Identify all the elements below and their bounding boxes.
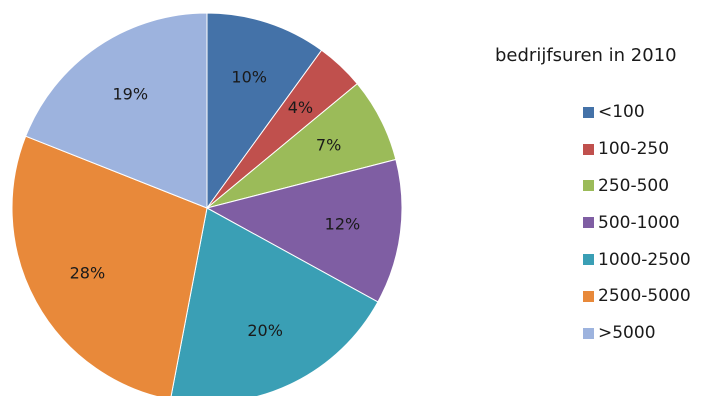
legend-label: 2500-5000 (598, 286, 691, 307)
slice-label-1: 4% (288, 98, 313, 117)
slice-label-4: 20% (247, 321, 283, 340)
legend-swatch (583, 254, 594, 266)
slice-label-2: 7% (316, 136, 341, 155)
legend-swatch (583, 180, 594, 192)
legend-swatch (583, 217, 594, 229)
legend: <100 100-250 250-500 500-1000 1000-2500 … (583, 94, 691, 352)
legend-item-2500-5000: 2500-5000 (583, 278, 691, 315)
legend-label: 100-250 (598, 139, 670, 160)
legend-swatch (583, 106, 594, 118)
legend-swatch (583, 290, 594, 302)
legend-item-lt100: <100 (583, 94, 691, 131)
legend-swatch (583, 327, 594, 339)
legend-item-250-500: 250-500 (583, 168, 691, 205)
slice-label-5: 28% (70, 263, 106, 282)
legend-label: 1000-2500 (598, 249, 691, 270)
pie-chart: 10% 4%7% 12% 20% 28% 19% (11, 12, 403, 396)
pie-slice-4 (170, 207, 379, 396)
legend-swatch (583, 143, 594, 155)
legend-label: 500-1000 (598, 212, 680, 233)
legend-item-gt5000: >5000 (583, 315, 691, 352)
slice-label-3: 12% (325, 215, 361, 234)
slice-label-6: 19% (112, 85, 148, 104)
legend-label: >5000 (598, 323, 656, 344)
pie-slice-0 (206, 12, 323, 210)
legend-title: bedrijfsuren in 2010 (495, 45, 677, 66)
legend-item-1000-2500: 1000-2500 (583, 241, 691, 278)
pie-slice-5 (11, 135, 208, 396)
legend-item-500-1000: 500-1000 (583, 204, 691, 241)
legend-item-100-250: 100-250 (583, 131, 691, 168)
legend-label: <100 (598, 102, 645, 123)
pie-slice-6 (25, 12, 208, 209)
slice-label-0: 10% (231, 68, 267, 87)
legend-label: 250-500 (598, 175, 670, 196)
pie-slice-3 (205, 158, 403, 303)
